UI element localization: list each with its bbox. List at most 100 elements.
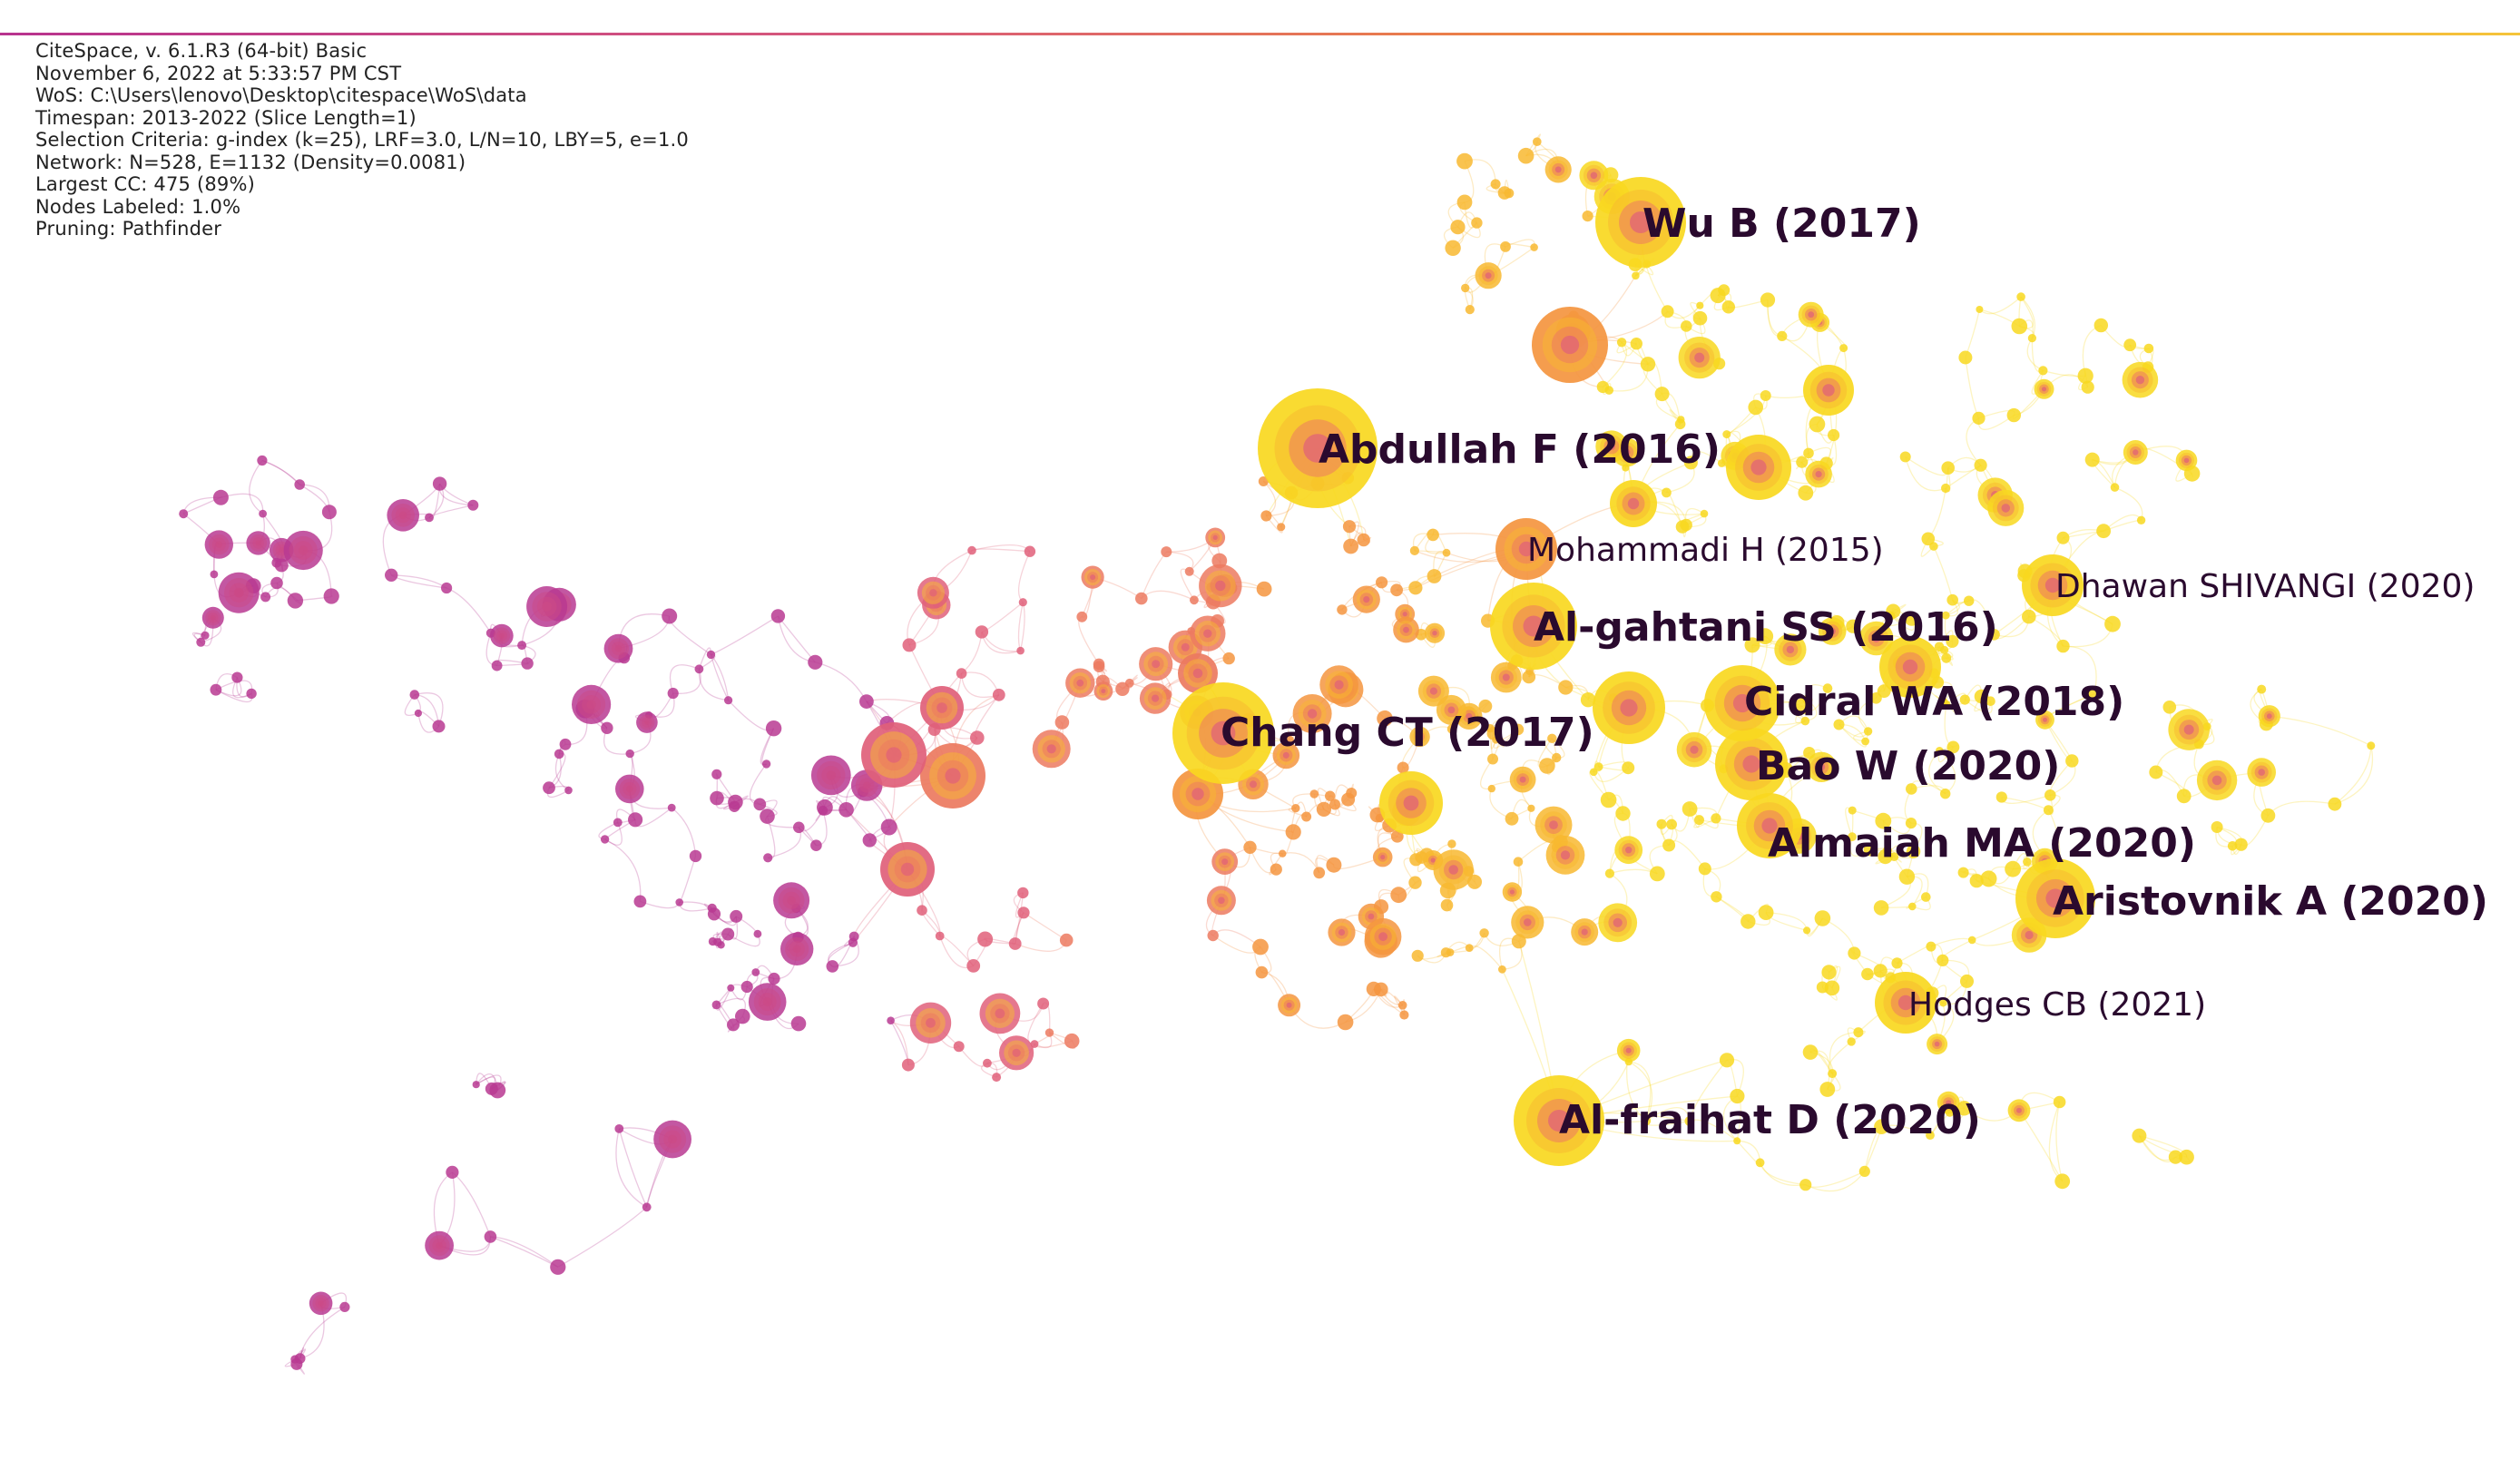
network-node[interactable] xyxy=(2081,380,2094,394)
network-node[interactable] xyxy=(1649,866,1665,882)
network-node[interactable] xyxy=(2175,449,2198,472)
network-node[interactable] xyxy=(1285,735,1294,744)
network-node[interactable] xyxy=(294,479,306,490)
network-node[interactable] xyxy=(636,711,658,733)
network-node[interactable] xyxy=(1337,1014,1354,1031)
network-node[interactable] xyxy=(484,1230,497,1243)
network-node[interactable] xyxy=(2123,440,2148,465)
network-node[interactable] xyxy=(1377,710,1393,727)
hub-node[interactable] xyxy=(1490,583,1577,670)
network-node[interactable] xyxy=(1497,186,1512,200)
network-node[interactable] xyxy=(1958,350,1973,365)
network-node[interactable] xyxy=(2123,338,2137,352)
network-node[interactable] xyxy=(1802,1044,1819,1060)
network-node[interactable] xyxy=(1270,863,1282,876)
network-node[interactable] xyxy=(1822,683,1833,693)
network-node[interactable] xyxy=(543,781,555,795)
network-node[interactable] xyxy=(1277,523,1286,532)
network-node[interactable] xyxy=(1278,994,1301,1017)
network-node[interactable] xyxy=(1861,967,1874,981)
network-node[interactable] xyxy=(1946,634,1959,648)
network-node[interactable] xyxy=(1408,581,1423,595)
network-node[interactable] xyxy=(859,694,874,709)
network-node[interactable] xyxy=(770,609,786,623)
network-node[interactable] xyxy=(339,1301,350,1312)
network-node[interactable] xyxy=(1427,528,1439,542)
network-node[interactable] xyxy=(1874,1119,1889,1134)
network-node[interactable] xyxy=(1037,997,1050,1010)
network-node[interactable] xyxy=(1393,616,1419,643)
network-node[interactable] xyxy=(425,513,434,523)
network-node[interactable] xyxy=(902,638,917,652)
network-node[interactable] xyxy=(1936,747,1944,755)
hub-node[interactable] xyxy=(2015,858,2095,938)
network-node[interactable] xyxy=(1976,306,1984,313)
network-node[interactable] xyxy=(1450,220,1466,235)
network-node[interactable] xyxy=(409,690,420,700)
network-node[interactable] xyxy=(1630,338,1643,350)
network-node[interactable] xyxy=(1921,532,1936,546)
network-node[interactable] xyxy=(287,593,304,609)
network-node[interactable] xyxy=(2168,1150,2182,1164)
network-node[interactable] xyxy=(2247,758,2276,787)
network-node[interactable] xyxy=(1309,789,1319,799)
network-node[interactable] xyxy=(1711,813,1721,824)
network-node[interactable] xyxy=(2168,709,2210,750)
network-node[interactable] xyxy=(2104,615,2121,632)
network-node[interactable] xyxy=(1959,694,1970,705)
network-node[interactable] xyxy=(1595,430,1628,463)
network-node[interactable] xyxy=(1081,565,1104,589)
network-node[interactable] xyxy=(1390,583,1403,597)
network-node[interactable] xyxy=(1682,801,1698,817)
network-node[interactable] xyxy=(1814,910,1831,926)
network-node[interactable] xyxy=(675,898,683,906)
network-node[interactable] xyxy=(1640,357,1656,372)
network-node[interactable] xyxy=(1853,1027,1864,1038)
network-node[interactable] xyxy=(977,931,994,947)
network-node[interactable] xyxy=(2122,361,2159,398)
network-node[interactable] xyxy=(1700,509,1709,518)
network-node[interactable] xyxy=(521,657,534,670)
network-node[interactable] xyxy=(1479,928,1489,938)
network-node[interactable] xyxy=(1898,868,1916,885)
network-node[interactable] xyxy=(1988,629,2000,641)
network-node[interactable] xyxy=(1906,783,1917,795)
network-node[interactable] xyxy=(196,637,206,647)
network-node[interactable] xyxy=(838,802,854,818)
network-node[interactable] xyxy=(1498,965,1506,974)
network-node[interactable] xyxy=(2367,741,2376,750)
network-node[interactable] xyxy=(1161,546,1172,558)
network-node[interactable] xyxy=(2005,860,2022,877)
network-node[interactable] xyxy=(1357,533,1370,547)
network-node[interactable] xyxy=(1939,999,1947,1007)
network-node[interactable] xyxy=(1252,938,1269,956)
network-node[interactable] xyxy=(710,790,724,806)
network-node[interactable] xyxy=(1692,310,1708,326)
network-node[interactable] xyxy=(979,993,1021,1034)
network-node[interactable] xyxy=(1533,137,1542,146)
hub-node[interactable] xyxy=(1610,480,1657,527)
network-node[interactable] xyxy=(1698,862,1711,876)
network-node[interactable] xyxy=(790,1015,807,1032)
network-node[interactable] xyxy=(1139,682,1172,714)
network-node[interactable] xyxy=(1260,510,1272,522)
network-node[interactable] xyxy=(1711,891,1722,903)
network-node[interactable] xyxy=(1258,476,1269,486)
hub-node[interactable] xyxy=(1879,636,1941,698)
network-node[interactable] xyxy=(260,592,271,603)
network-node[interactable] xyxy=(1740,914,1756,929)
network-node[interactable] xyxy=(613,818,623,828)
network-node[interactable] xyxy=(1517,147,1535,164)
network-node[interactable] xyxy=(1941,461,1955,475)
network-node[interactable] xyxy=(572,684,612,725)
network-node[interactable] xyxy=(730,909,743,923)
network-node[interactable] xyxy=(1342,520,1357,534)
network-node[interactable] xyxy=(212,489,229,505)
network-node[interactable] xyxy=(1475,262,1502,289)
network-node[interactable] xyxy=(246,531,270,555)
network-node[interactable] xyxy=(564,786,573,795)
network-node[interactable] xyxy=(600,835,610,844)
network-node[interactable] xyxy=(1291,804,1300,813)
network-node[interactable] xyxy=(1666,818,1677,830)
network-node[interactable] xyxy=(1255,965,1269,979)
